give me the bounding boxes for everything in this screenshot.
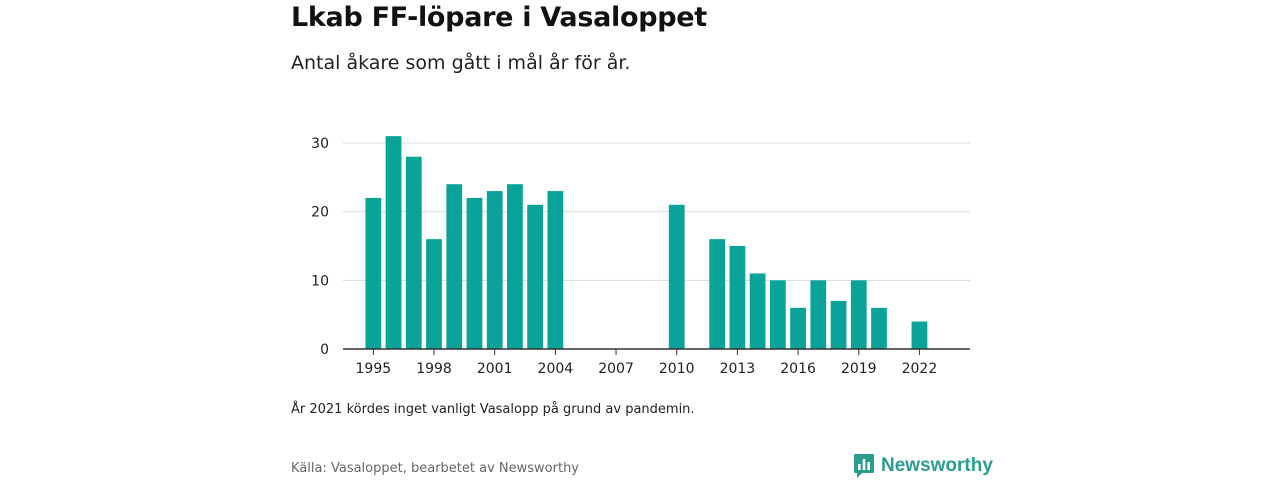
y-tick-label: 10 (311, 273, 329, 289)
chart-subtitle: Antal åkare som gått i mål år för år. (291, 52, 631, 74)
bar-2000 (466, 197, 483, 349)
bar-1997 (405, 156, 422, 349)
brand-name: Newsworthy (881, 455, 993, 476)
bar-1998 (426, 239, 442, 349)
bar-2003 (527, 204, 544, 349)
chart-note: År 2021 kördes inget vanligt Vasalopp på… (291, 402, 695, 417)
x-tick-label: 2019 (841, 361, 877, 377)
x-tick-label: 2001 (477, 361, 513, 377)
bar-2019 (850, 280, 867, 349)
bars (365, 136, 928, 349)
bar-2017 (810, 280, 827, 349)
bar-2018 (830, 300, 847, 349)
bar-2014 (749, 273, 766, 349)
bar-2020 (871, 307, 887, 349)
x-tick-label: 2016 (780, 361, 816, 377)
bar-1999 (446, 184, 463, 349)
x-tick-label: 1995 (356, 361, 392, 377)
x-tick-label: 2004 (538, 361, 574, 377)
y-tick-label: 30 (311, 136, 329, 152)
bar-chart: 0 10 20 30 1995 1998 2001 2004 2007 2010 2013 2016 2… (311, 136, 970, 377)
chart-title: Lkab FF-löpare i Vasaloppet (291, 2, 707, 33)
bar-2002 (507, 184, 523, 349)
y-tick-label: 20 (311, 205, 329, 221)
bar-2012 (709, 239, 726, 349)
bar-2001 (486, 191, 503, 349)
y-tick-label: 0 (320, 342, 329, 358)
x-tick-label: 2007 (598, 361, 634, 377)
x-tick-label: 1998 (416, 361, 452, 377)
x-tick-label: 2022 (902, 361, 938, 377)
newsworthy-bar-chart-icon (854, 454, 874, 478)
bar-2016 (790, 307, 806, 349)
x-tick-label: 2010 (659, 361, 695, 377)
brand-logo: Newsworthy (853, 453, 993, 479)
bar-2013 (729, 246, 746, 349)
bar-2004 (547, 191, 564, 349)
bar-2022 (911, 321, 928, 349)
bar-1995 (365, 197, 382, 349)
bar-2015 (769, 280, 786, 349)
bar-1996 (385, 136, 402, 349)
source-credit: Källa: Vasaloppet, bearbetet av Newswort… (291, 461, 579, 476)
axes: 0 10 20 30 1995 1998 2001 2004 2007 2010 2013 2016 2… (311, 136, 970, 377)
x-tick-label: 2013 (720, 361, 756, 377)
bar-2010 (668, 204, 685, 349)
